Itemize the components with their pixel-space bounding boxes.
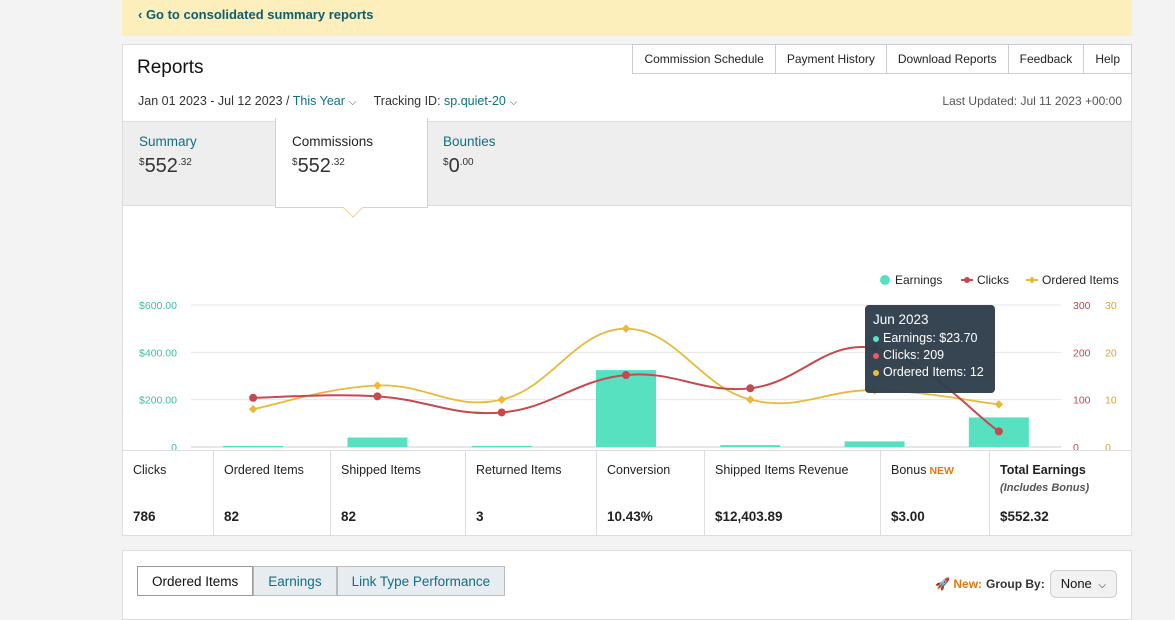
clicks-point	[249, 393, 258, 402]
clicks-point	[994, 427, 1003, 436]
clicks-point	[622, 371, 630, 380]
stat-returned-items: Returned Items 3	[466, 451, 597, 536]
ordered-items-point	[621, 324, 631, 333]
payment-history-link[interactable]: Payment History	[775, 44, 887, 74]
stat-total-earnings: Total Earnings (Includes Bonus) $552.32	[1000, 463, 1090, 524]
tooltip-clicks: Clicks: 209	[873, 348, 987, 362]
right2-tick-label: 30	[1105, 300, 1117, 312]
right2-tick-label: 0	[1105, 442, 1111, 453]
right2-tick-label: 10	[1105, 395, 1117, 407]
chevron-down-icon: ⌵	[1098, 580, 1106, 591]
tab-summary-value: $552.32	[139, 155, 192, 177]
tab-summary[interactable]: Summary $552.32	[123, 122, 273, 207]
ordered-items-point	[746, 395, 755, 404]
left-tick-label: $200.00	[139, 395, 177, 407]
legend-label: Earnings	[895, 273, 942, 287]
ordered-items-point	[497, 395, 506, 404]
ordered-items-point	[373, 381, 382, 390]
filter-row: Jan 01 2023 - Jul 12 2023 / This Year ⌵ T…	[138, 94, 517, 108]
tooltip-ordered: Ordered Items: 12	[873, 365, 987, 379]
commission-schedule-link[interactable]: Commission Schedule	[632, 44, 776, 74]
earnings-bar	[720, 445, 781, 447]
date-range: Jan 01 2023 - Jul 12 2023 /	[138, 94, 290, 108]
earnings-bar	[844, 441, 905, 447]
stat-shipped-revenue: Shipped Items Revenue $12,403.89	[705, 451, 881, 536]
new-badge: NEW	[929, 465, 954, 477]
rocket-icon: 🚀	[935, 577, 951, 591]
stat-conversion: Conversion 10.43%	[597, 451, 705, 536]
right1-tick-label: 300	[1073, 300, 1091, 312]
legend-marker	[964, 277, 970, 283]
report-links: Commission Schedule Payment History Down…	[632, 44, 1132, 74]
breakdown-card: Ordered Items Earnings Link Type Perform…	[122, 550, 1132, 620]
tooltip-title: Jun 2023	[873, 312, 929, 327]
tab-summary-label: Summary	[139, 134, 197, 149]
stats-row: Clicks 786 Ordered Items 82 Shipped Items 8…	[123, 450, 1131, 536]
clicks-point	[746, 384, 755, 393]
page-title: Reports	[137, 57, 204, 78]
left-tick-label: $600.00	[139, 300, 177, 312]
earnings-bar	[347, 437, 408, 447]
breakdown-tabs: Ordered Items Earnings Link Type Perform…	[137, 566, 506, 596]
tab-bounties[interactable]: Bounties $0.00	[427, 122, 577, 207]
tab-bounties-label: Bounties	[443, 134, 496, 149]
legend-marker	[1028, 276, 1036, 284]
tooltip-earnings: Earnings: $23.70	[873, 331, 987, 345]
ordered-items-point	[248, 404, 258, 414]
ordered-items-point	[994, 400, 1004, 409]
tab-ordered-items[interactable]: Ordered Items	[137, 566, 254, 596]
stat-ordered-items: Ordered Items 82	[214, 451, 331, 536]
stat-bonus: Bonus NEW $3.00	[881, 451, 990, 536]
right1-tick-label: 200	[1073, 347, 1091, 359]
earnings-bar	[223, 445, 284, 448]
date-preset-dropdown[interactable]: This Year	[292, 94, 345, 108]
right1-tick-label: 100	[1073, 395, 1091, 407]
stat-shipped-items: Shipped Items 82	[331, 451, 466, 536]
right2-tick-label: 20	[1105, 347, 1117, 359]
clicks-point	[497, 408, 506, 417]
feedback-link[interactable]: Feedback	[1008, 44, 1085, 74]
tab-commissions[interactable]: Commissions $552.32	[275, 118, 428, 218]
tracking-label: Tracking ID:	[373, 94, 441, 108]
group-by: 🚀 New: Group By: None ⌵	[935, 570, 1117, 598]
download-reports-link[interactable]: Download Reports	[886, 44, 1009, 74]
clicks-point	[373, 392, 382, 401]
right1-tick-label: 0	[1073, 442, 1079, 453]
consolidated-reports-link[interactable]: ‹ Go to consolidated summary reports	[138, 7, 374, 22]
stat-clicks: Clicks 786	[123, 451, 214, 536]
tracking-id-dropdown[interactable]: sp.quiet-20	[444, 94, 506, 108]
help-link[interactable]: Help	[1084, 44, 1132, 74]
group-by-select[interactable]: None ⌵	[1049, 570, 1117, 598]
left-tick-label: $400.00	[139, 347, 177, 359]
tab-earnings[interactable]: Earnings	[253, 566, 337, 596]
left-tick-label: 0	[171, 442, 177, 453]
chevron-down-icon: ⌵	[348, 97, 357, 108]
legend-label: Ordered Items	[1042, 273, 1119, 287]
chart-tooltip: Jun 2023 Earnings: $23.70 Clicks: 209 Or…	[865, 305, 995, 393]
legend-marker	[880, 275, 890, 285]
legend-label: Clicks	[977, 273, 1009, 287]
last-updated: Last Updated: Jul 11 2023 +00:00	[942, 94, 1122, 108]
tab-commissions-label: Commissions	[292, 134, 374, 149]
reports-card: Reports Commission Schedule Payment Hist…	[122, 44, 1132, 536]
earnings-bar	[471, 445, 532, 448]
earnings-bar	[596, 370, 656, 447]
tab-link-type-performance[interactable]: Link Type Performance	[336, 566, 506, 596]
tab-bounties-value: $0.00	[443, 155, 474, 177]
chevron-down-icon: ⌵	[509, 97, 518, 108]
summary-banner: ‹ Go to consolidated summary reports	[122, 0, 1132, 36]
tab-commissions-value: $552.32	[292, 155, 345, 177]
metric-tabs: Summary $552.32 Commissions $552.32 Boun…	[123, 118, 1131, 218]
